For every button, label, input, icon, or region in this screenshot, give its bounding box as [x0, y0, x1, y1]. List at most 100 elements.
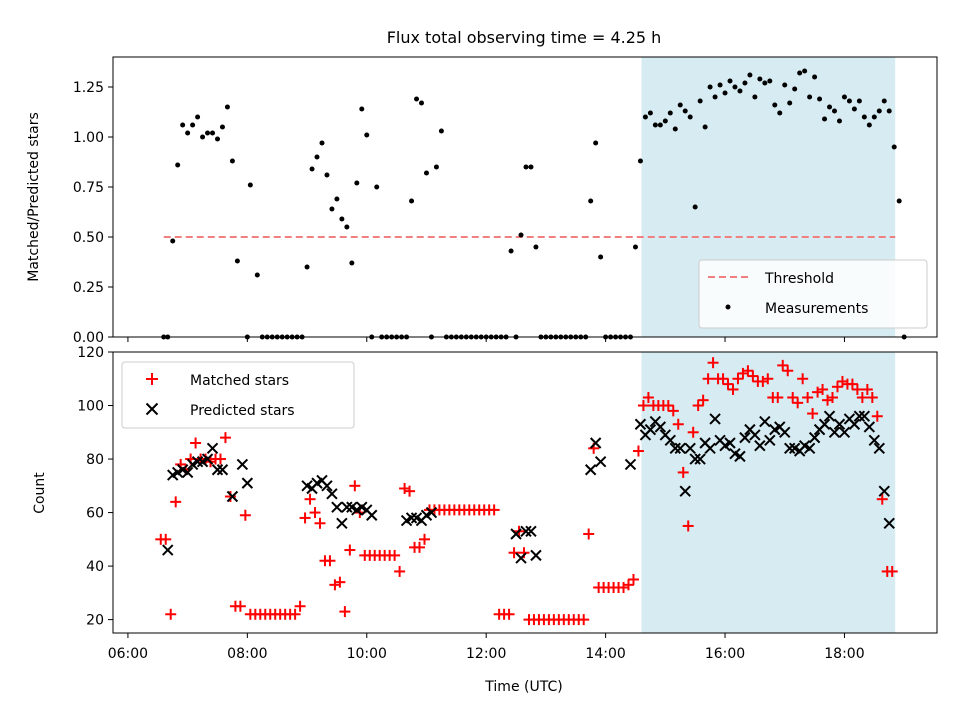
matched-star-point — [344, 544, 356, 556]
predicted-marker-b — [749, 429, 761, 441]
legend-measurements-label: Measurements — [765, 301, 868, 317]
matched-star-point — [224, 491, 236, 503]
matched-star-point — [583, 528, 595, 540]
matched-star-point — [792, 397, 804, 409]
matched-star-point — [797, 373, 809, 385]
matched-star-point — [160, 533, 172, 545]
ratio-y-tick-label: 0.75 — [73, 180, 104, 196]
predicted-marker-b — [216, 464, 229, 476]
predicted-marker-b — [704, 442, 716, 455]
measurement-point — [642, 114, 648, 120]
matched-star-point — [627, 573, 639, 585]
predicted-marker-b — [848, 418, 861, 430]
matched-star-point — [856, 391, 868, 403]
predicted-marker-b — [664, 434, 677, 447]
predicted-marker-b — [515, 552, 527, 564]
measurement-point — [419, 100, 425, 106]
measurement-point — [175, 162, 181, 168]
predicted-star-point — [863, 421, 876, 433]
predicted-marker-b — [674, 442, 686, 455]
measurement-point — [234, 258, 240, 264]
count-y-tick-label: 100 — [77, 399, 104, 415]
predicted-star-point — [669, 442, 681, 455]
predicted-star-point — [425, 506, 438, 519]
predicted-marker-b — [734, 450, 746, 463]
predicted-marker-b — [709, 413, 721, 425]
matched-star-point — [314, 517, 326, 529]
predicted-star-point — [162, 544, 174, 556]
measurement-point — [866, 122, 872, 128]
predicted-star-point — [515, 552, 527, 564]
matched-star-point — [851, 383, 863, 395]
predicted-marker-b — [624, 458, 637, 471]
predicted-marker-b — [883, 517, 895, 529]
predicted-marker-b — [236, 458, 249, 471]
measurement-point — [822, 116, 828, 122]
matched-star-point — [787, 391, 799, 403]
predicted-marker-b — [724, 437, 736, 449]
predicted-star-point — [848, 418, 861, 430]
predicted-star-point — [589, 437, 602, 449]
matched-star-point — [672, 418, 684, 430]
predicted-marker-b — [410, 512, 423, 524]
measurement-point — [423, 170, 429, 176]
measurement-point — [657, 122, 663, 128]
predicted-marker-b — [784, 442, 796, 455]
predicted-star-point — [594, 456, 607, 468]
predicted-marker-b — [634, 418, 647, 430]
count-legend-box — [121, 361, 355, 429]
predicted-marker-b — [206, 442, 219, 455]
measurement-point — [742, 80, 748, 86]
predicted-marker-b — [818, 418, 831, 430]
measurement-point — [652, 122, 658, 128]
predicted-star-point — [803, 442, 816, 455]
legend-matched-swatch — [146, 373, 158, 385]
predicted-star-point — [525, 525, 537, 538]
count-panel-frame — [112, 351, 938, 634]
predicted-marker-b — [191, 456, 204, 468]
measurement-point — [846, 98, 852, 104]
measurement-point — [861, 114, 867, 120]
matched-star-point — [394, 565, 406, 577]
matched-star-point — [622, 579, 634, 591]
predicted-star-point — [584, 464, 597, 476]
predicted-marker-b — [788, 442, 801, 455]
predicted-star-point — [749, 429, 761, 441]
measurements-series — [161, 68, 907, 340]
predicted-star-point — [759, 415, 771, 428]
measurement-point — [185, 130, 191, 136]
measurement-point — [324, 172, 330, 178]
measurement-point — [319, 140, 325, 146]
predicted-star-point — [211, 464, 224, 476]
predicted-star-point — [331, 501, 343, 513]
measurement-point — [752, 94, 758, 100]
matched-star-point — [503, 608, 515, 620]
predicted-marker-b — [764, 434, 776, 447]
matched-star-point — [817, 383, 829, 395]
predicted-marker-b — [853, 410, 866, 422]
measurement-point — [772, 102, 778, 108]
measurement-point — [334, 196, 340, 202]
predicted-marker-b — [361, 504, 373, 516]
predicted-marker-b — [779, 426, 791, 438]
measurement-point — [827, 104, 833, 110]
legend-matched-label: Matched stars — [190, 373, 289, 389]
measurement-point — [637, 158, 643, 164]
measurement-point — [205, 130, 211, 136]
predicted-star-point — [734, 450, 746, 463]
predicted-star-point — [674, 442, 686, 455]
matched-star-point — [772, 391, 784, 403]
measurement-point — [304, 264, 310, 270]
matched-star-point — [871, 410, 883, 422]
measurement-point — [662, 118, 668, 124]
measurement-point — [767, 78, 773, 84]
count-y-tick-label: 80 — [86, 452, 104, 468]
predicted-star-point — [634, 418, 647, 430]
predicted-star-point — [739, 431, 751, 444]
predicted-star-point — [336, 517, 348, 529]
predicted-marker-b — [176, 464, 189, 476]
predicted-marker-b — [589, 437, 602, 449]
predicted-marker-b — [808, 431, 821, 444]
count-x-tick-label: 16:00 — [705, 646, 745, 662]
measurement-point — [802, 68, 808, 74]
